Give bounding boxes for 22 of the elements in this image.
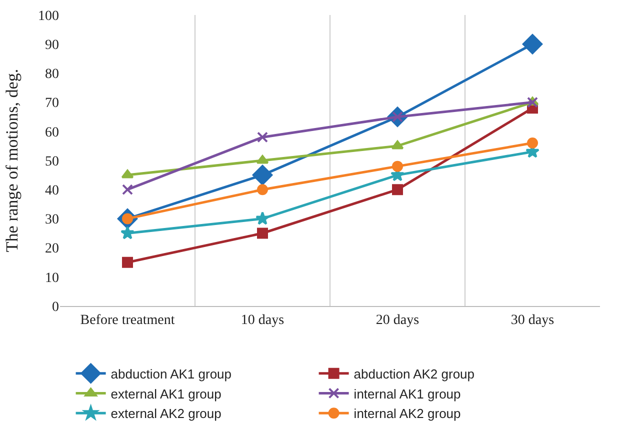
y-tick-label: 100 <box>38 8 59 24</box>
y-tick-label: 90 <box>45 38 59 53</box>
legend-label: external AK1 group <box>110 386 222 402</box>
x-tick-label: Before treatment <box>80 312 175 328</box>
legend-label: internal AK1 group <box>354 386 461 402</box>
y-axis-title: The range of motions, deg. <box>2 68 22 252</box>
y-tick-label: 0 <box>52 300 59 315</box>
y-tick-label: 80 <box>45 67 59 82</box>
y-tick-label: 70 <box>45 96 59 112</box>
legend-label: abduction AK1 group <box>110 366 232 382</box>
y-tick-label: 20 <box>45 242 59 257</box>
y-tick-label: 50 <box>45 154 59 170</box>
y-tick-label: 10 <box>45 270 59 286</box>
x-tick-label: 30 days <box>510 312 554 328</box>
y-tick-label: 60 <box>45 125 59 140</box>
legend-label: abduction AK2 group <box>354 366 475 382</box>
y-tick-label: 30 <box>45 212 59 228</box>
x-tick-label: 20 days <box>376 312 420 328</box>
legend-label: internal AK2 group <box>354 406 461 422</box>
x-tick-label: 10 days <box>240 312 284 328</box>
legend-label: external AK2 group <box>110 406 222 422</box>
y-tick-label: 40 <box>45 184 59 198</box>
